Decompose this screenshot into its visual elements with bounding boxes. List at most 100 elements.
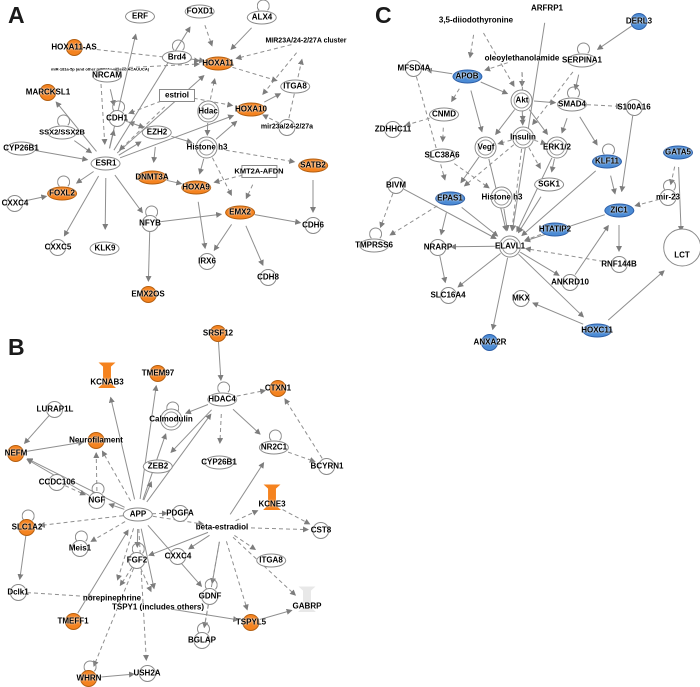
node-a_ssx2: SSX2/SSX2B (39, 114, 85, 139)
node-label: CCDC106 (38, 477, 76, 487)
edge-c_akt-c_smad4 (533, 99, 557, 106)
edge-b_lurap1l-b_nefm (23, 415, 50, 445)
edge-a_cdh1-a_ezh2 (125, 120, 145, 129)
node-b_hdac4: HDAC4 (207, 381, 237, 406)
circle-shape (171, 504, 189, 522)
edge-a_mir23a_cluster-a_hoxa10 (262, 52, 297, 95)
edge-c_elavl1-c_ankrd10 (520, 251, 560, 276)
ellipse-shape (224, 205, 255, 219)
edge-c_epas1-c_nrarp (439, 212, 447, 236)
edge-b_app-b_ngf (108, 502, 125, 510)
circle-shape (80, 669, 98, 687)
node-b_cxxc4: CXXC4 (165, 547, 191, 565)
node-c_gata5: GATA5 (663, 145, 693, 159)
circle-shape (46, 400, 64, 418)
node-label: estriol (164, 90, 190, 100)
node-a_cdh1: CDH1 (106, 100, 128, 127)
node-label: NGF (88, 495, 106, 505)
edge-c_insulin-c_vegf (497, 139, 512, 146)
edge-a_esr1-a_ezh2 (118, 141, 142, 156)
node-c_arfrp1: ARFRP1 (531, 4, 563, 13)
node-b_cyp26b1: CYP26B1 (201, 455, 237, 469)
node-label: RNF144B (601, 259, 637, 269)
circle-shape (512, 289, 530, 307)
edge-a_hoxa11as-a_hoxa11 (82, 47, 201, 64)
edge-a_mir181-a_hoxa11 (114, 61, 200, 69)
node-a_nfyb: NFYB (139, 205, 161, 232)
ellipse-shape (142, 459, 173, 473)
rect-shape (158, 88, 195, 102)
node-label: CST8 (310, 525, 332, 535)
edge-b_srsf12-b_hdac4 (217, 341, 224, 381)
ellipse-shape (591, 154, 622, 168)
node-label: ZDHHC11 (374, 124, 412, 134)
node-c_elavl1: ELAVL1 (495, 235, 525, 257)
node-b_tspy1: TSPY1 (includes others) (112, 603, 204, 612)
node-b_slc1a2: SLC1A2 (12, 509, 42, 536)
node-c_smad4: SMAD4 (556, 86, 587, 111)
node-label: ANXA2R (473, 337, 507, 347)
edge-a_kmt2a-a_emx2 (245, 184, 254, 200)
node-label: CTXN1 (264, 383, 292, 393)
node-c_epas1: EPAS1 (434, 191, 465, 205)
edge-b_estradiol-b_fgf2 (148, 531, 209, 557)
ellipse-shape (663, 145, 693, 159)
node-c_cnmd: CNMD (429, 107, 459, 121)
node-label: ITGA8 (283, 81, 307, 91)
node-label: SATB2 (300, 160, 326, 170)
edge-a_nfyb-a_emx2 (158, 211, 223, 223)
edge-c_htatip2-c_elavl1 (524, 233, 542, 242)
ellipse-shape (429, 107, 459, 121)
edge-a_hoxa9-a_irx6 (197, 201, 208, 250)
circle-shape (429, 238, 447, 256)
ellipse-shape (246, 10, 277, 24)
node-c_mfsd4a: MFSD4A (398, 59, 430, 77)
node-a_emx2: EMX2 (224, 205, 255, 219)
node-c_rnf144b: RNF144B (601, 255, 637, 273)
node-a_marcksl1: MARCKSL1 (26, 83, 70, 101)
ellipse-shape (566, 53, 597, 67)
node-c_slc38a6: SLC38A6 (424, 148, 460, 162)
circle-shape (87, 431, 105, 449)
edge-b_tmeff1-b_app (77, 529, 129, 614)
edge-a_estriol-a_cdh1 (128, 100, 162, 115)
node-label: SERPINA1 (561, 55, 603, 65)
circle-shape (259, 268, 277, 286)
node-a_cdh8: CDH8 (257, 268, 279, 286)
edge-c_hist3-c_elavl1 (503, 208, 510, 232)
node-a_foxl2: FOXL2 (47, 175, 77, 200)
edge-a_foxd1-a_hoxa11 (204, 25, 214, 47)
edge-c_gata5-c_lct (677, 166, 684, 232)
edge-b_estradiol-b_nr2c1 (229, 462, 265, 515)
circle-shape (6, 194, 24, 212)
edge-b_ccdc106-b_ngf (64, 485, 87, 496)
node-c_sgk1: SGK1 (533, 177, 564, 191)
ellipse-shape (540, 222, 570, 236)
node-c_lct: LCT (663, 228, 700, 266)
edge-c_elavl1-c_hoxc11 (518, 253, 585, 318)
node-b_srsf12: SRSF12 (203, 324, 233, 342)
circle-shape (318, 457, 336, 475)
ellipse-shape (47, 186, 77, 200)
circle-shape (481, 333, 499, 351)
node-label: APOB (455, 71, 479, 81)
node-label: ANKRD10 (551, 277, 589, 287)
circle-shape (312, 521, 330, 539)
node-label: 3,5-diiodothyronine (438, 15, 514, 25)
node-label: FOXD1 (186, 6, 214, 16)
circle-shape (439, 286, 457, 304)
node-a_emx2os: EMX2OS (131, 285, 165, 303)
node-label: CNMD (432, 109, 456, 119)
edge-c_elavl1-c_nrarp (450, 243, 499, 250)
edge-b_nefm-b_neurofilament (24, 439, 85, 453)
edge-a_esr1-a_foxl2 (75, 171, 94, 184)
node-b_bglap: BGLAP (188, 622, 216, 649)
node-label: GATA5 (665, 147, 691, 157)
node-a_brd4: Brd4 (161, 39, 192, 64)
edge-b_whrn-b_ush2a (97, 671, 135, 678)
self-loop-icon (601, 143, 615, 157)
edge-a_mir23a_cluster-a_hoxa11 (235, 44, 292, 61)
circle-shape (405, 59, 423, 77)
node-label: KCNE3 (258, 499, 286, 509)
edge-a_nfyb-a_emx2os (145, 231, 152, 282)
